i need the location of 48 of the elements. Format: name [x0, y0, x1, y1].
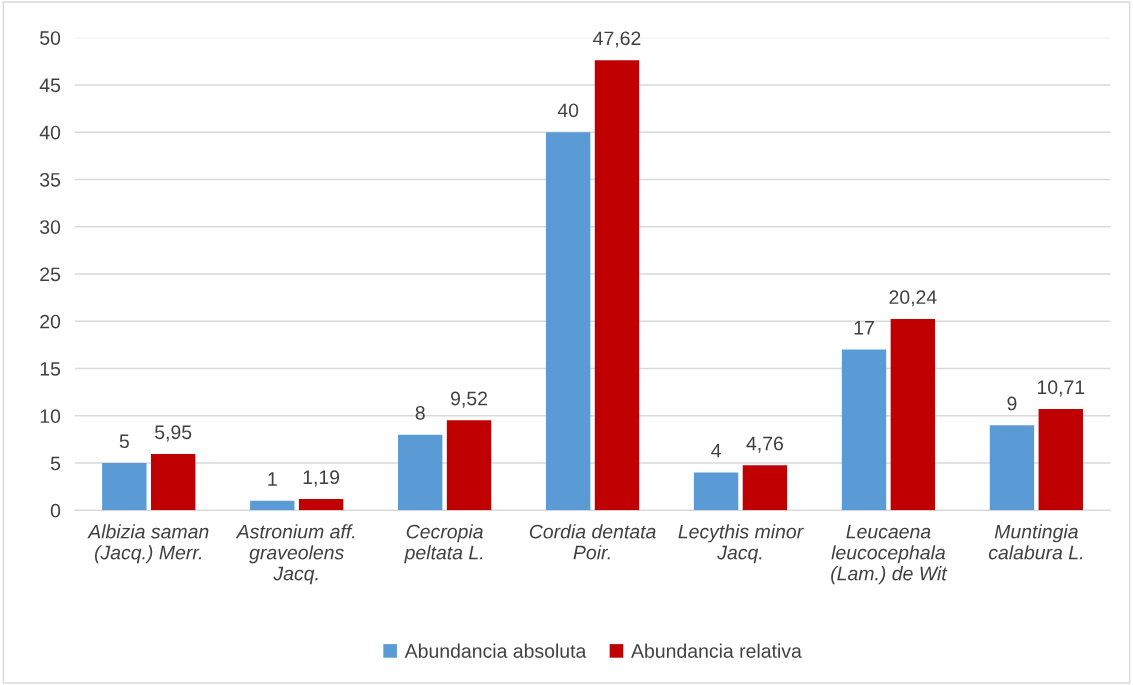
y-tick-label: 25: [40, 267, 61, 282]
bar: [150, 454, 196, 511]
y-tick-label: 35: [40, 172, 61, 187]
bar: [102, 463, 147, 511]
bar: [742, 465, 788, 511]
bar: [693, 472, 739, 511]
x-tick-label: Astronium aff. graveolens Jacq.: [235, 524, 355, 585]
y-tick-label: 0: [50, 503, 61, 518]
x-tick-label: Cecropia peltata L.: [404, 524, 483, 564]
bar: [398, 434, 443, 511]
x-tick-label: Leucaena leucocephala (Lam.) de Wit: [831, 524, 948, 585]
x-tick-label: Albizia saman (Jacq.) Merr.: [87, 524, 209, 564]
data-label: 10,71: [1037, 380, 1085, 397]
data-label: 4: [711, 443, 721, 458]
legend-label: Abundancia relativa: [631, 643, 802, 658]
data-label: 9: [1007, 396, 1017, 411]
data-label: 1: [268, 472, 277, 486]
data-label: 5,95: [155, 425, 192, 442]
bar: [250, 500, 295, 511]
legend-label: Abundancia absoluta: [404, 643, 587, 658]
y-tick-label: 45: [39, 78, 61, 93]
bar: [841, 349, 887, 511]
y-tick-label: 15: [40, 362, 61, 376]
data-label: 40: [557, 103, 579, 118]
data-label: 1,19: [303, 470, 340, 487]
bar: [594, 60, 640, 511]
data-label: 8: [415, 405, 425, 420]
y-tick-label: 20: [40, 314, 61, 329]
data-label: 17: [854, 321, 874, 335]
x-tick-label: Cordia dentata Poir.: [529, 524, 656, 560]
y-tick-label: 30: [40, 220, 61, 234]
data-label: 4,76: [746, 436, 783, 453]
y-tick-label: 50: [40, 31, 61, 45]
bar: [1038, 409, 1083, 511]
data-label: 9,52: [451, 391, 487, 408]
data-label: 20,24: [889, 290, 937, 307]
bar: [298, 499, 344, 511]
y-tick-label: 10: [40, 409, 61, 424]
bar: [545, 132, 591, 511]
y-tick-label: 5: [50, 456, 61, 471]
x-tick-label: Lecythis minor Jacq.: [678, 524, 804, 564]
data-label: 5: [119, 434, 129, 449]
x-tick-label: Muntingia calabura L.: [988, 524, 1083, 560]
bar: [446, 420, 492, 511]
bar: [989, 425, 1035, 511]
data-label: 47,62: [593, 31, 641, 48]
bar: [890, 319, 936, 511]
y-tick-label: 40: [39, 125, 61, 140]
